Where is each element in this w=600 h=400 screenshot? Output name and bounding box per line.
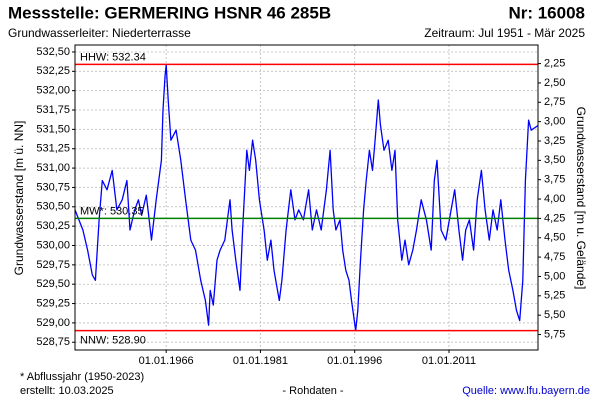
y-axis-label: Grundwasserstand [m ü. NN] [12,121,26,276]
y2-tick-label: 4,50 [544,232,565,244]
y2-tick-label: 5,50 [544,309,565,321]
x-tick-label: 01.01.2011 [422,355,476,367]
y-tick-label: 529,25 [36,297,70,309]
y2-tick-label: 4,00 [544,193,565,205]
y2-tick-label: 5,75 [544,328,565,340]
y2-tick-label: 2,25 [544,57,565,69]
y2-tick-label: 5,25 [544,290,565,302]
y-tick-label: 530,50 [36,201,70,213]
y-tick-label: 528,75 [36,336,70,348]
y2-tick-label: 3,25 [544,135,565,147]
source: Quelle: www.lfu.bayern.de [462,385,590,397]
y2-tick-label: 5,00 [544,270,565,282]
y-tick-label: 530,25 [36,220,70,232]
y-tick-label: 531,00 [36,162,70,174]
subtitle-left: Grundwasserleiter: Niederterrasse [8,26,191,40]
plot-frame [74,44,539,351]
y-tick-label: 532,50 [36,46,70,58]
y2-tick-label: 3,75 [544,174,565,186]
y-tick-label: 532,25 [36,65,70,77]
created-date: erstellt: 10.03.2025 [20,385,114,397]
footnote: * Abflussjahr (1950-2023) [20,371,144,383]
x-tick-label: 01.01.1966 [139,355,194,367]
y-tick-label: 531,50 [36,123,70,135]
reference-label: HHW: 532.34 [80,51,146,63]
y-tick-label: 529,00 [36,317,70,329]
y2-tick-label: 2,50 [544,77,565,89]
y2-tick-label: 4,75 [544,251,565,263]
x-tick-label: 01.01.1996 [327,355,382,367]
station-number: Nr: 16008 [508,3,585,22]
y-tick-label: 531,75 [36,104,70,116]
y-tick-label: 530,00 [36,239,70,251]
y2-tick-label: 4,25 [544,212,565,224]
y-tick-label: 532,00 [36,85,70,97]
reference-label: MW*: 530.35 [80,205,144,217]
y2-axis-label: Grundwasserstand [m u. Gelände] [574,107,588,290]
x-tick-label: 01.01.1981 [233,355,288,367]
y-tick-label: 530,75 [36,181,70,193]
y-tick-label: 529,50 [36,278,70,290]
y2-tick-label: 2,75 [544,96,565,108]
reference-label: NNW: 528.90 [80,335,146,347]
subtitle-right: Zeitraum: Jul 1951 - Mär 2025 [424,26,585,40]
y-tick-label: 529,75 [36,259,70,271]
data-line [74,64,539,332]
y2-tick-label: 3,00 [544,116,565,128]
data-note: - Rohdaten - [282,385,343,397]
y2-tick-label: 3,50 [544,154,565,166]
chart-title: Messstelle: GERMERING HSNR 46 285B [8,3,331,22]
y-tick-label: 531,25 [36,143,70,155]
